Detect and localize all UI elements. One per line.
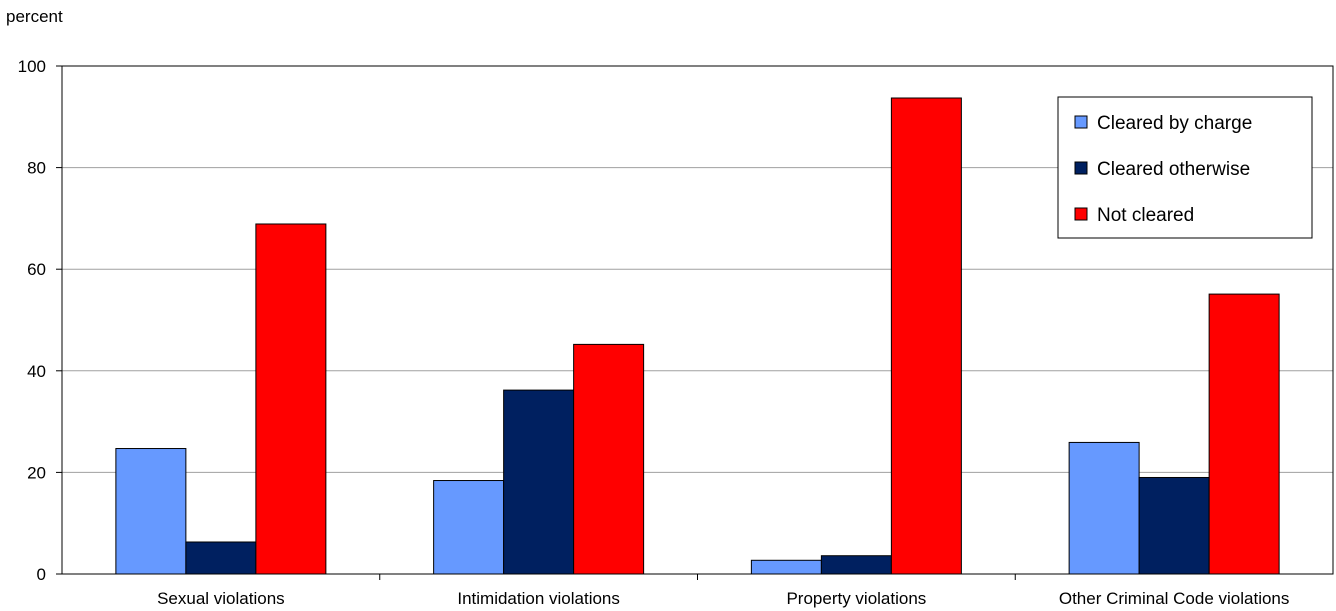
y-axis-label: percent xyxy=(6,7,63,26)
category-label: Other Criminal Code violations xyxy=(1059,589,1290,608)
category-label: Property violations xyxy=(786,589,926,608)
y-tick-label: 80 xyxy=(27,159,46,178)
bar xyxy=(115,448,187,575)
legend-swatch xyxy=(1074,161,1088,175)
bar xyxy=(1208,293,1280,575)
y-tick-label: 20 xyxy=(27,463,46,482)
y-tick-label: 40 xyxy=(27,362,46,381)
bar xyxy=(1068,441,1140,575)
y-tick-label: 100 xyxy=(18,57,46,76)
legend-label: Not cleared xyxy=(1097,205,1194,226)
axes xyxy=(56,65,1334,580)
y-tick-label: 0 xyxy=(37,565,46,584)
bar xyxy=(890,97,962,575)
bar xyxy=(185,541,257,575)
legend-swatch xyxy=(1074,115,1088,129)
bar xyxy=(573,343,645,575)
category-label: Intimidation violations xyxy=(457,589,620,608)
bar xyxy=(1138,476,1210,575)
y-tick-labels: 0 20 40 60 80 100 xyxy=(18,57,46,584)
legend-label: Cleared by charge xyxy=(1097,113,1252,134)
bar xyxy=(255,223,327,575)
y-tick-label: 60 xyxy=(27,260,46,279)
bar xyxy=(433,480,505,575)
category-label: Sexual violations xyxy=(157,589,285,608)
bar xyxy=(750,559,822,575)
legend-label: Cleared otherwise xyxy=(1097,159,1250,180)
legend: Cleared by charge Cleared otherwise Not cl… xyxy=(1057,96,1313,239)
bar xyxy=(503,389,575,575)
category-labels: Sexual violations Intimidation violations… xyxy=(157,589,1289,608)
legend-box xyxy=(1057,96,1313,239)
bars xyxy=(115,97,1280,575)
bar xyxy=(820,555,892,575)
legend-swatch xyxy=(1074,207,1088,221)
